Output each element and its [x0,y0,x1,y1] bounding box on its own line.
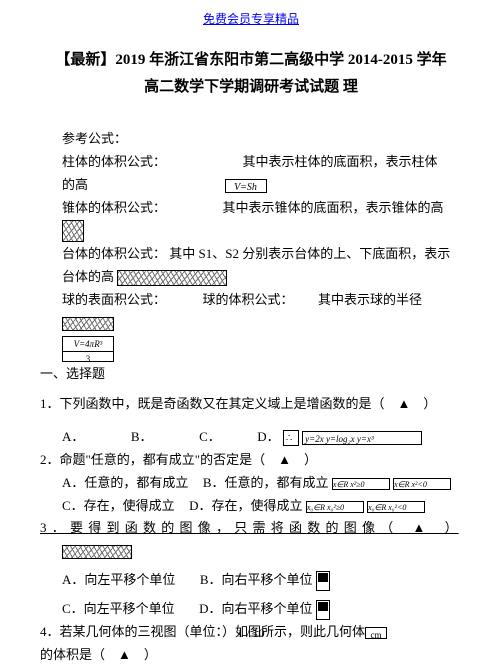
cone-formula-row: 锥体的体积公式： 其中表示锥体的底面积，表示锥体的高 [40,198,462,219]
q3-d-frac [316,600,330,620]
sphere-box-row [40,313,462,334]
cone-desc: 其中表示锥体的底面积，表示锥体的高 [223,200,444,215]
q3-func-box [62,545,132,559]
q2-row2: C．存在，使得成立 D．存在，使得成立 x₀∈R x₀²≥0 x₀∈R x₀²<… [40,496,462,517]
cylinder-label: 柱体的体积公式： [62,154,166,169]
q3-stem: 3 ． 要 得 到 函 数 的 图 像 ， 只 需 将 函 数 的 图 像 （ … [40,518,462,539]
q2-opt-c: C．存在，使得成立 [62,498,175,513]
cylinder-desc-2: 的高 [62,177,88,192]
q3-opt-c: C．向左平移个单位 [62,601,175,616]
q1-opt-b: B． [131,429,153,444]
cone-formula-box [62,220,84,242]
sphere-area-label: 球的表面积公式： [62,292,166,307]
q1-opt-d: D． [257,429,279,444]
q4-stem-2: 的体积是（ ▲ ） [40,645,462,666]
q1-d-box2: y=2x y=log₂x y=x³ [302,431,422,445]
header-link: 免费会员专享精品 [40,10,462,29]
cylinder-row-2: 的高 V=Sh [40,175,462,196]
frustum-mid: 其中 S1、S2 分别表示台体的上、下底面积，表示 [169,246,450,261]
cylinder-desc: 其中表示柱体的底面积，表示柱体 [243,154,438,169]
sphere-area-box [62,317,114,331]
title-line-2: 高二数学下学期调研考试试题 理 [40,74,462,101]
q2-opt-d: D．存在，使得成立 [189,498,302,513]
q1-options: A． B． C． D． y=2x y=log₂x y=x³ [40,427,462,448]
frac-top: V=4πR³ [63,337,113,352]
q2-opt-b: B．任意的，都有成立 [203,475,329,490]
frustum-label-2: 台体的高 [62,269,114,284]
q3-opt-b: B．向右平移个单位 [200,572,313,587]
q2-box4: x₀∈R x₀²<0 [367,501,425,513]
q3-opt-d: D．向右平移个单位 [199,601,312,616]
q2-box3: x₀∈R x₀²≥0 [306,501,364,513]
cylinder-formula-row: 柱体的体积公式： 其中表示柱体的底面积，表示柱体 [40,152,462,173]
cone-box-row [40,220,462,242]
section-1-heading: 一、选择题 [40,364,462,385]
q2-box2: x∈R x²<0 [393,478,451,490]
q2-opt-a: A．任意的，都有成立 [62,475,188,490]
reference-heading: 参考公式： [40,129,462,150]
page-footer: 1 / 10 [0,624,502,643]
frustum-row: 台体的体积公式： 其中 S1、S2 分别表示台体的上、下底面积，表示 [40,244,462,265]
q1-stem: 1．下列函数中，既是奇函数又在其定义域上是增函数的是（ ▲ ） [40,394,462,415]
q1-opt-c: C． [199,429,221,444]
q3-row2: C．向左平移个单位 D．向右平移个单位 [40,599,462,620]
q1-opt-a: A． [62,429,84,444]
q3-opt-a: A．向左平移个单位 [62,572,175,587]
sphere-row: 球的表面积公式： 球的体积公式： 其中表示球的半径 [40,290,462,311]
cylinder-formula-box: V=Sh [225,179,267,193]
q1-d-box1 [283,430,299,446]
sphere-frac-row: V=4πR³ 3 [40,336,462,362]
frustum-label: 台体的体积公式： [62,246,166,261]
q3-b-frac [316,571,330,591]
q3-row1: A．向左平移个单位 B．向右平移个单位 [40,570,462,591]
sphere-desc: 其中表示球的半径 [318,292,422,307]
document-title: 【最新】2019 年浙江省东阳市第二高级中学 2014-2015 学年 高二数学… [40,47,462,101]
frac-bot: 3 [63,352,113,362]
q2-stem: 2．命题"任意的，都有成立"的否定是（ ▲ ） [40,450,462,471]
frustum-formula-box [117,270,227,286]
q2-row1: A．任意的，都有成立 B．任意的，都有成立 x∈R x²≥0 x∈R x²<0 [40,473,462,494]
header-link-text[interactable]: 免费会员专享精品 [203,12,299,26]
frustum-row-2: 台体的高 [40,267,462,288]
title-line-1: 【最新】2019 年浙江省东阳市第二高级中学 2014-2015 学年 [40,47,462,74]
q2-box1: x∈R x²≥0 [332,478,390,490]
cone-label: 锥体的体积公式： [62,200,166,215]
sphere-vol-label: 球的体积公式： [203,292,294,307]
q3-underline-box [40,541,462,562]
sphere-vol-frac: V=4πR³ 3 [62,336,114,362]
